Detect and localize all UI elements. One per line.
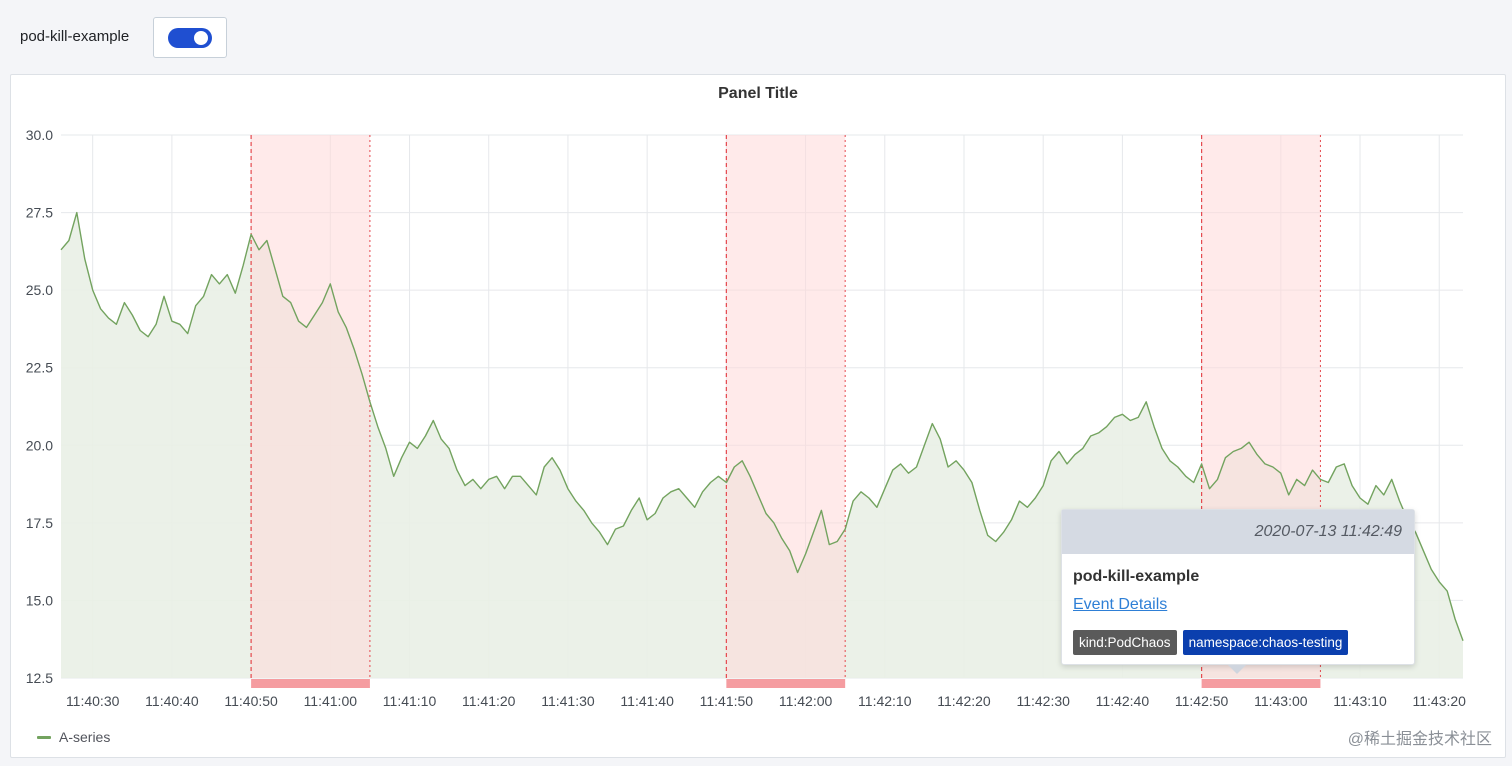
- variable-bar: pod-kill-example: [0, 0, 1512, 72]
- legend-label[interactable]: A-series: [59, 729, 111, 745]
- tooltip-title: pod-kill-example: [1073, 568, 1200, 585]
- y-tick-label: 12.5: [26, 670, 53, 686]
- legend: A-series: [37, 729, 110, 745]
- tag-kind: kind:PodChaos: [1073, 630, 1177, 655]
- annotation-region: [251, 135, 370, 678]
- x-tick-label: 11:42:40: [1096, 693, 1150, 709]
- annotation-marker[interactable]: [1201, 679, 1321, 688]
- x-tick-label: 11:42:10: [858, 693, 912, 709]
- y-tick-label: 25.0: [26, 282, 53, 298]
- y-tick-label: 20.0: [26, 437, 53, 453]
- toggle-knob: [194, 31, 208, 45]
- watermark: @稀土掘金技术社区: [1347, 731, 1492, 748]
- x-tick-label: 11:41:20: [462, 693, 516, 709]
- tooltip-tags: kind:PodChaos namespace:chaos-testing: [1073, 630, 1349, 655]
- annotation-marker[interactable]: [251, 679, 370, 688]
- x-tick-label: 11:43:00: [1254, 693, 1308, 709]
- x-tick-label: 11:40:30: [66, 693, 120, 709]
- y-tick-label: 27.5: [26, 205, 53, 221]
- x-tick-label: 11:41:40: [620, 693, 674, 709]
- x-tick-label: 11:41:50: [700, 693, 754, 709]
- x-tick-label: 11:42:50: [1175, 693, 1229, 709]
- y-tick-label: 17.5: [26, 515, 53, 531]
- x-tick-label: 11:42:20: [937, 693, 991, 709]
- graph-panel: Panel Title 30.0 27.5 25.0 22.5 20.0 17.5 15.0…: [10, 74, 1506, 758]
- tooltip-time: 2020-07-13 11:42:49: [1062, 510, 1414, 554]
- x-tick-label: 11:42:30: [1016, 693, 1070, 709]
- x-tick-label: 11:43:20: [1413, 693, 1467, 709]
- annotation-tooltip: 2020-07-13 11:42:49 pod-kill-example Eve…: [1061, 509, 1415, 674]
- y-tick-label: 15.0: [26, 592, 53, 608]
- x-tick-label: 11:40:40: [145, 693, 199, 709]
- x-tick-label: 11:42:00: [779, 693, 833, 709]
- tooltip-arrow: [1228, 665, 1246, 674]
- y-tick-label: 22.5: [26, 360, 53, 376]
- event-details-link[interactable]: Event Details: [1073, 596, 1168, 613]
- annotation-region: [726, 135, 846, 678]
- x-tick-label: 11:43:10: [1333, 693, 1387, 709]
- tag-namespace: namespace:chaos-testing: [1182, 630, 1349, 655]
- annotation-toggle-box[interactable]: [153, 17, 227, 58]
- legend-swatch: [37, 735, 51, 739]
- annotation-toggle[interactable]: [168, 28, 212, 48]
- x-tick-label: 11:40:50: [224, 693, 278, 709]
- annotation-marker[interactable]: [726, 679, 846, 688]
- x-tick-label: 11:41:10: [383, 693, 437, 709]
- x-tick-label: 11:41:30: [541, 693, 595, 709]
- variable-label: pod-kill-example: [20, 28, 130, 45]
- panel-title[interactable]: Panel Title: [718, 85, 798, 102]
- y-tick-label: 30.0: [26, 127, 53, 143]
- series-line: [60, 211, 1464, 642]
- x-tick-label: 11:41:00: [304, 693, 358, 709]
